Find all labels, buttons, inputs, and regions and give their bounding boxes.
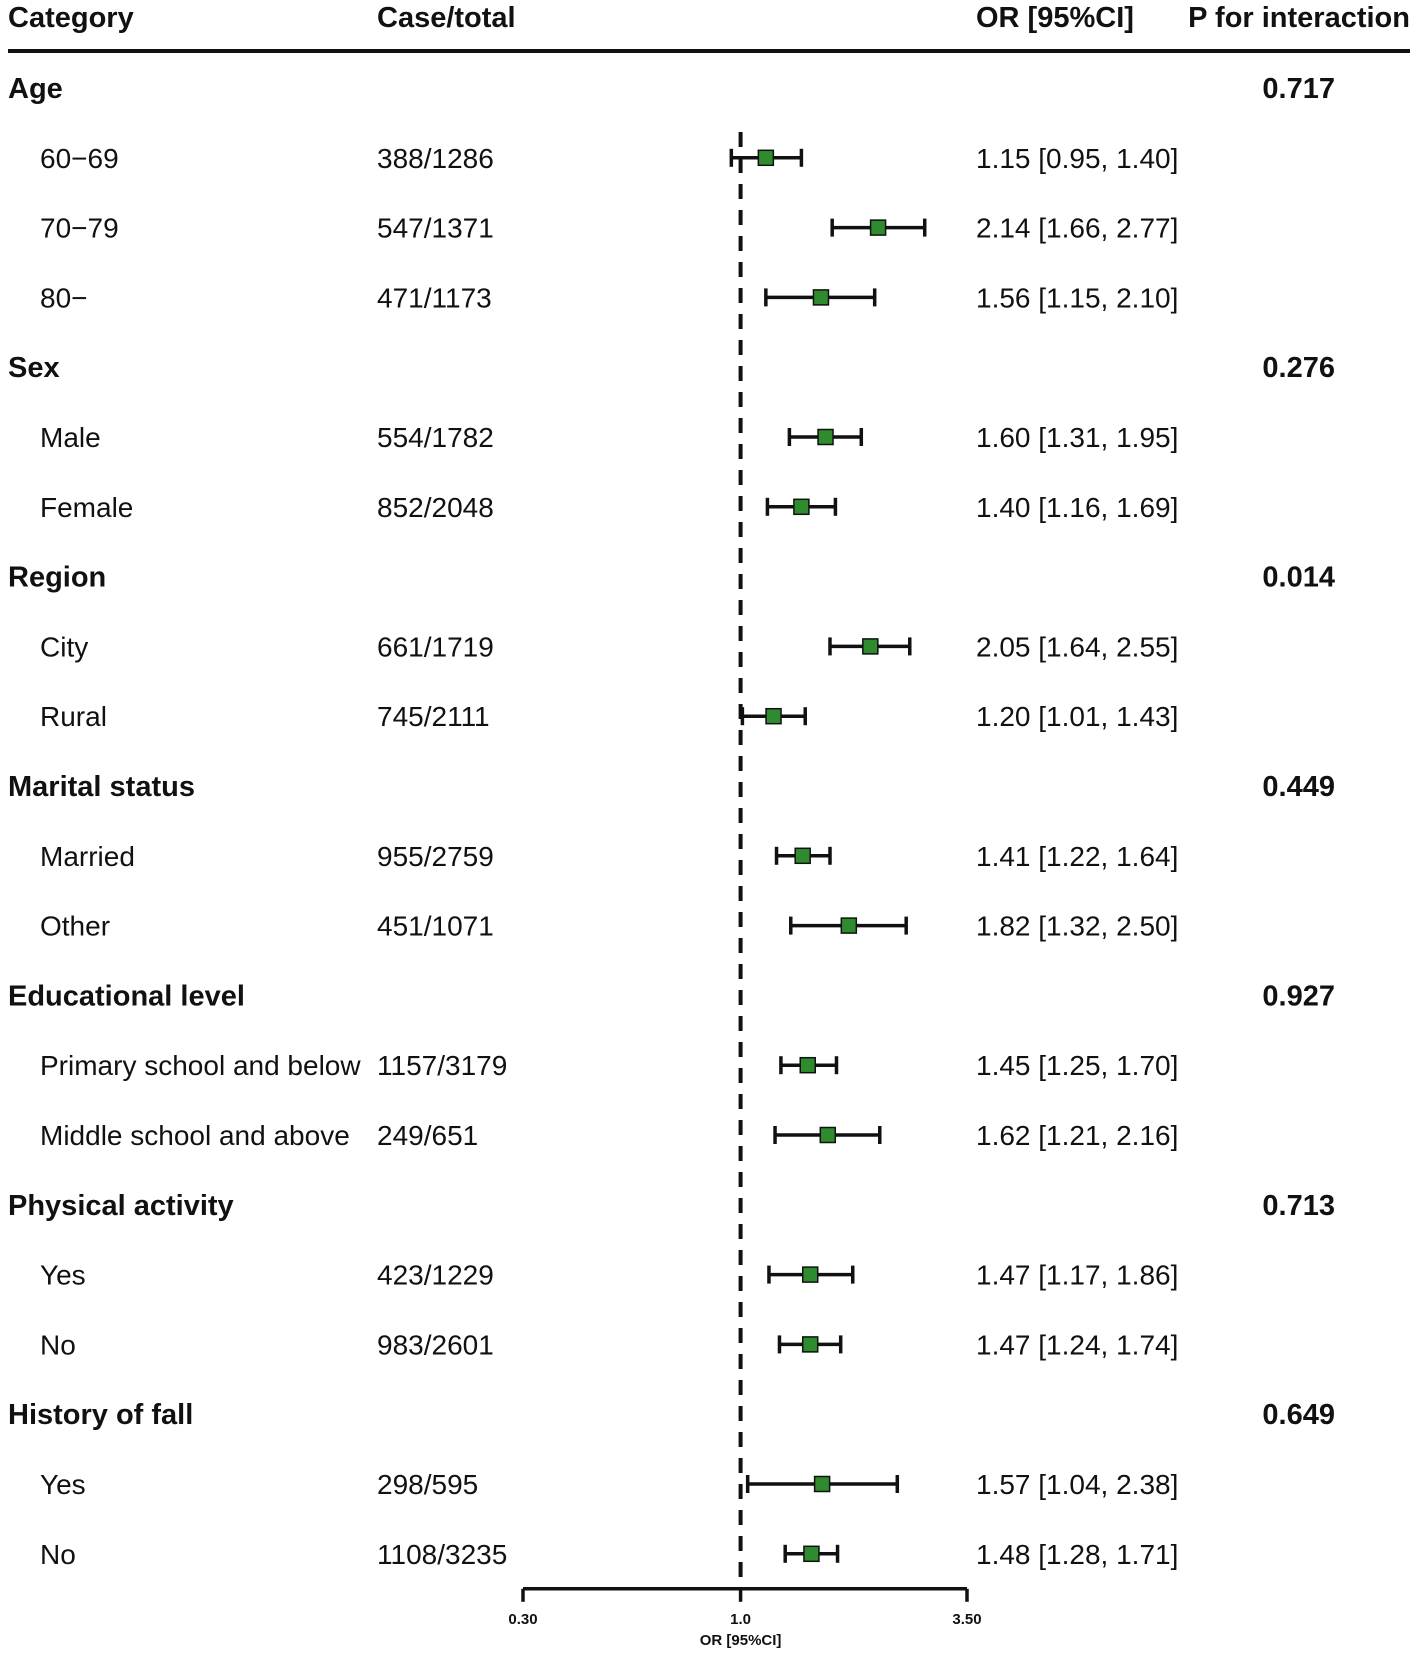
subgroup-label: No xyxy=(40,1329,76,1360)
or-ci-value: 1.56 [1.15, 2.10] xyxy=(976,282,1178,313)
or-point-marker xyxy=(757,149,775,167)
p-interaction-value: 0.276 xyxy=(1262,352,1335,384)
case-total-value: 298/595 xyxy=(377,1469,478,1500)
case-total-value: 388/1286 xyxy=(377,143,494,174)
case-total-value: 471/1173 xyxy=(377,282,492,313)
subgroup-label: Middle school and above xyxy=(40,1120,350,1151)
or-point-marker xyxy=(793,498,810,516)
or-ci-value: 1.47 [1.17, 1.86] xyxy=(976,1260,1178,1291)
or-point-marker xyxy=(840,917,858,934)
subgroup-label: 70−79 xyxy=(40,213,119,244)
subgroup-label: Male xyxy=(40,422,101,453)
subgroup-label: City xyxy=(40,631,88,662)
subgroup-label: Other xyxy=(40,911,110,942)
header-p-interaction: P for interaction xyxy=(1188,2,1410,34)
or-ci-value: 1.47 [1.24, 1.74] xyxy=(976,1329,1178,1360)
or-point-marker xyxy=(817,428,834,446)
subgroup-label: Rural xyxy=(40,701,107,732)
or-point-marker xyxy=(869,219,887,236)
p-interaction-value: 0.927 xyxy=(1262,980,1335,1012)
subgroup-label: Married xyxy=(40,841,135,872)
or-ci-value: 2.14 [1.66, 2.77] xyxy=(976,213,1178,244)
header-or-ci: OR [95%CI] xyxy=(976,2,1134,34)
case-total-value: 955/2759 xyxy=(377,841,494,872)
case-total-value: 423/1229 xyxy=(377,1260,494,1291)
or-ci-value: 1.57 [1.04, 2.38] xyxy=(976,1469,1178,1500)
subgroup-label: 80− xyxy=(40,282,88,313)
group-label: Educational level xyxy=(8,980,245,1012)
p-interaction-value: 0.717 xyxy=(1262,73,1335,105)
or-ci-value: 2.05 [1.64, 2.55] xyxy=(976,631,1178,662)
or-ci-value: 1.41 [1.22, 1.64] xyxy=(976,841,1178,872)
or-point-marker xyxy=(803,1545,820,1563)
or-point-marker xyxy=(765,707,782,725)
or-point-marker xyxy=(794,847,811,865)
x-tick-label: 1.0 xyxy=(730,1611,751,1628)
x-axis-title: OR [95%CI] xyxy=(700,1632,782,1649)
header-category: Category xyxy=(8,2,134,34)
group-label: Age xyxy=(8,73,63,105)
table-rows: Age 0.717 60−69 388/1286 1.15 [0.95, 1.40] 70… xyxy=(8,73,1335,1589)
case-total-value: 852/2048 xyxy=(377,492,494,523)
p-interaction-value: 0.014 xyxy=(1262,562,1335,594)
p-interaction-value: 0.449 xyxy=(1262,771,1335,803)
subgroup-label: No xyxy=(40,1539,76,1570)
or-ci-value: 1.62 [1.21, 2.16] xyxy=(976,1120,1178,1151)
or-point-marker xyxy=(862,638,879,655)
x-tick-label: 0.30 xyxy=(508,1611,537,1628)
or-ci-value: 1.20 [1.01, 1.43] xyxy=(976,701,1178,732)
group-label: Marital status xyxy=(8,771,195,803)
p-interaction-value: 0.649 xyxy=(1262,1399,1335,1431)
or-ci-value: 1.82 [1.32, 2.50] xyxy=(976,911,1178,942)
or-ci-value: 1.40 [1.16, 1.69] xyxy=(976,492,1178,523)
group-label: Region xyxy=(8,562,106,594)
x-axis: 0.30 1.0 3.50 OR [95%CI] xyxy=(508,1587,982,1649)
group-label: History of fall xyxy=(8,1399,193,1431)
case-total-value: 554/1782 xyxy=(377,422,494,453)
or-point-marker xyxy=(813,1475,831,1493)
case-total-value: 661/1719 xyxy=(377,631,494,662)
subgroup-label: Yes xyxy=(40,1260,86,1291)
case-total-value: 547/1371 xyxy=(377,213,494,244)
case-total-value: 451/1071 xyxy=(377,911,494,942)
or-ci-value: 1.15 [0.95, 1.40] xyxy=(976,143,1178,174)
or-point-marker xyxy=(801,1336,819,1353)
subgroup-label: Yes xyxy=(40,1469,86,1500)
case-total-value: 1108/3235 xyxy=(377,1539,507,1570)
subgroup-label: Female xyxy=(40,492,133,523)
group-label: Sex xyxy=(8,352,60,384)
or-ci-value: 1.48 [1.28, 1.71] xyxy=(976,1539,1178,1570)
x-tick-label: 3.50 xyxy=(952,1611,981,1628)
p-interaction-value: 0.713 xyxy=(1262,1190,1335,1222)
or-ci-value: 1.45 [1.25, 1.70] xyxy=(976,1050,1178,1081)
subgroup-label: Primary school and below xyxy=(40,1050,361,1081)
case-total-value: 249/651 xyxy=(377,1120,478,1151)
or-ci-value: 1.60 [1.31, 1.95] xyxy=(976,422,1178,453)
subgroup-label: 60−69 xyxy=(40,143,119,174)
header-case-total: Case/total xyxy=(377,2,516,34)
case-total-value: 983/2601 xyxy=(377,1329,494,1360)
or-point-marker xyxy=(801,1266,819,1283)
case-total-value: 745/2111 xyxy=(377,701,490,732)
group-label: Physical activity xyxy=(8,1190,234,1222)
or-point-marker xyxy=(819,1126,837,1144)
or-point-marker xyxy=(812,289,830,306)
case-total-value: 1157/3179 xyxy=(377,1050,507,1081)
or-point-marker xyxy=(799,1056,816,1074)
